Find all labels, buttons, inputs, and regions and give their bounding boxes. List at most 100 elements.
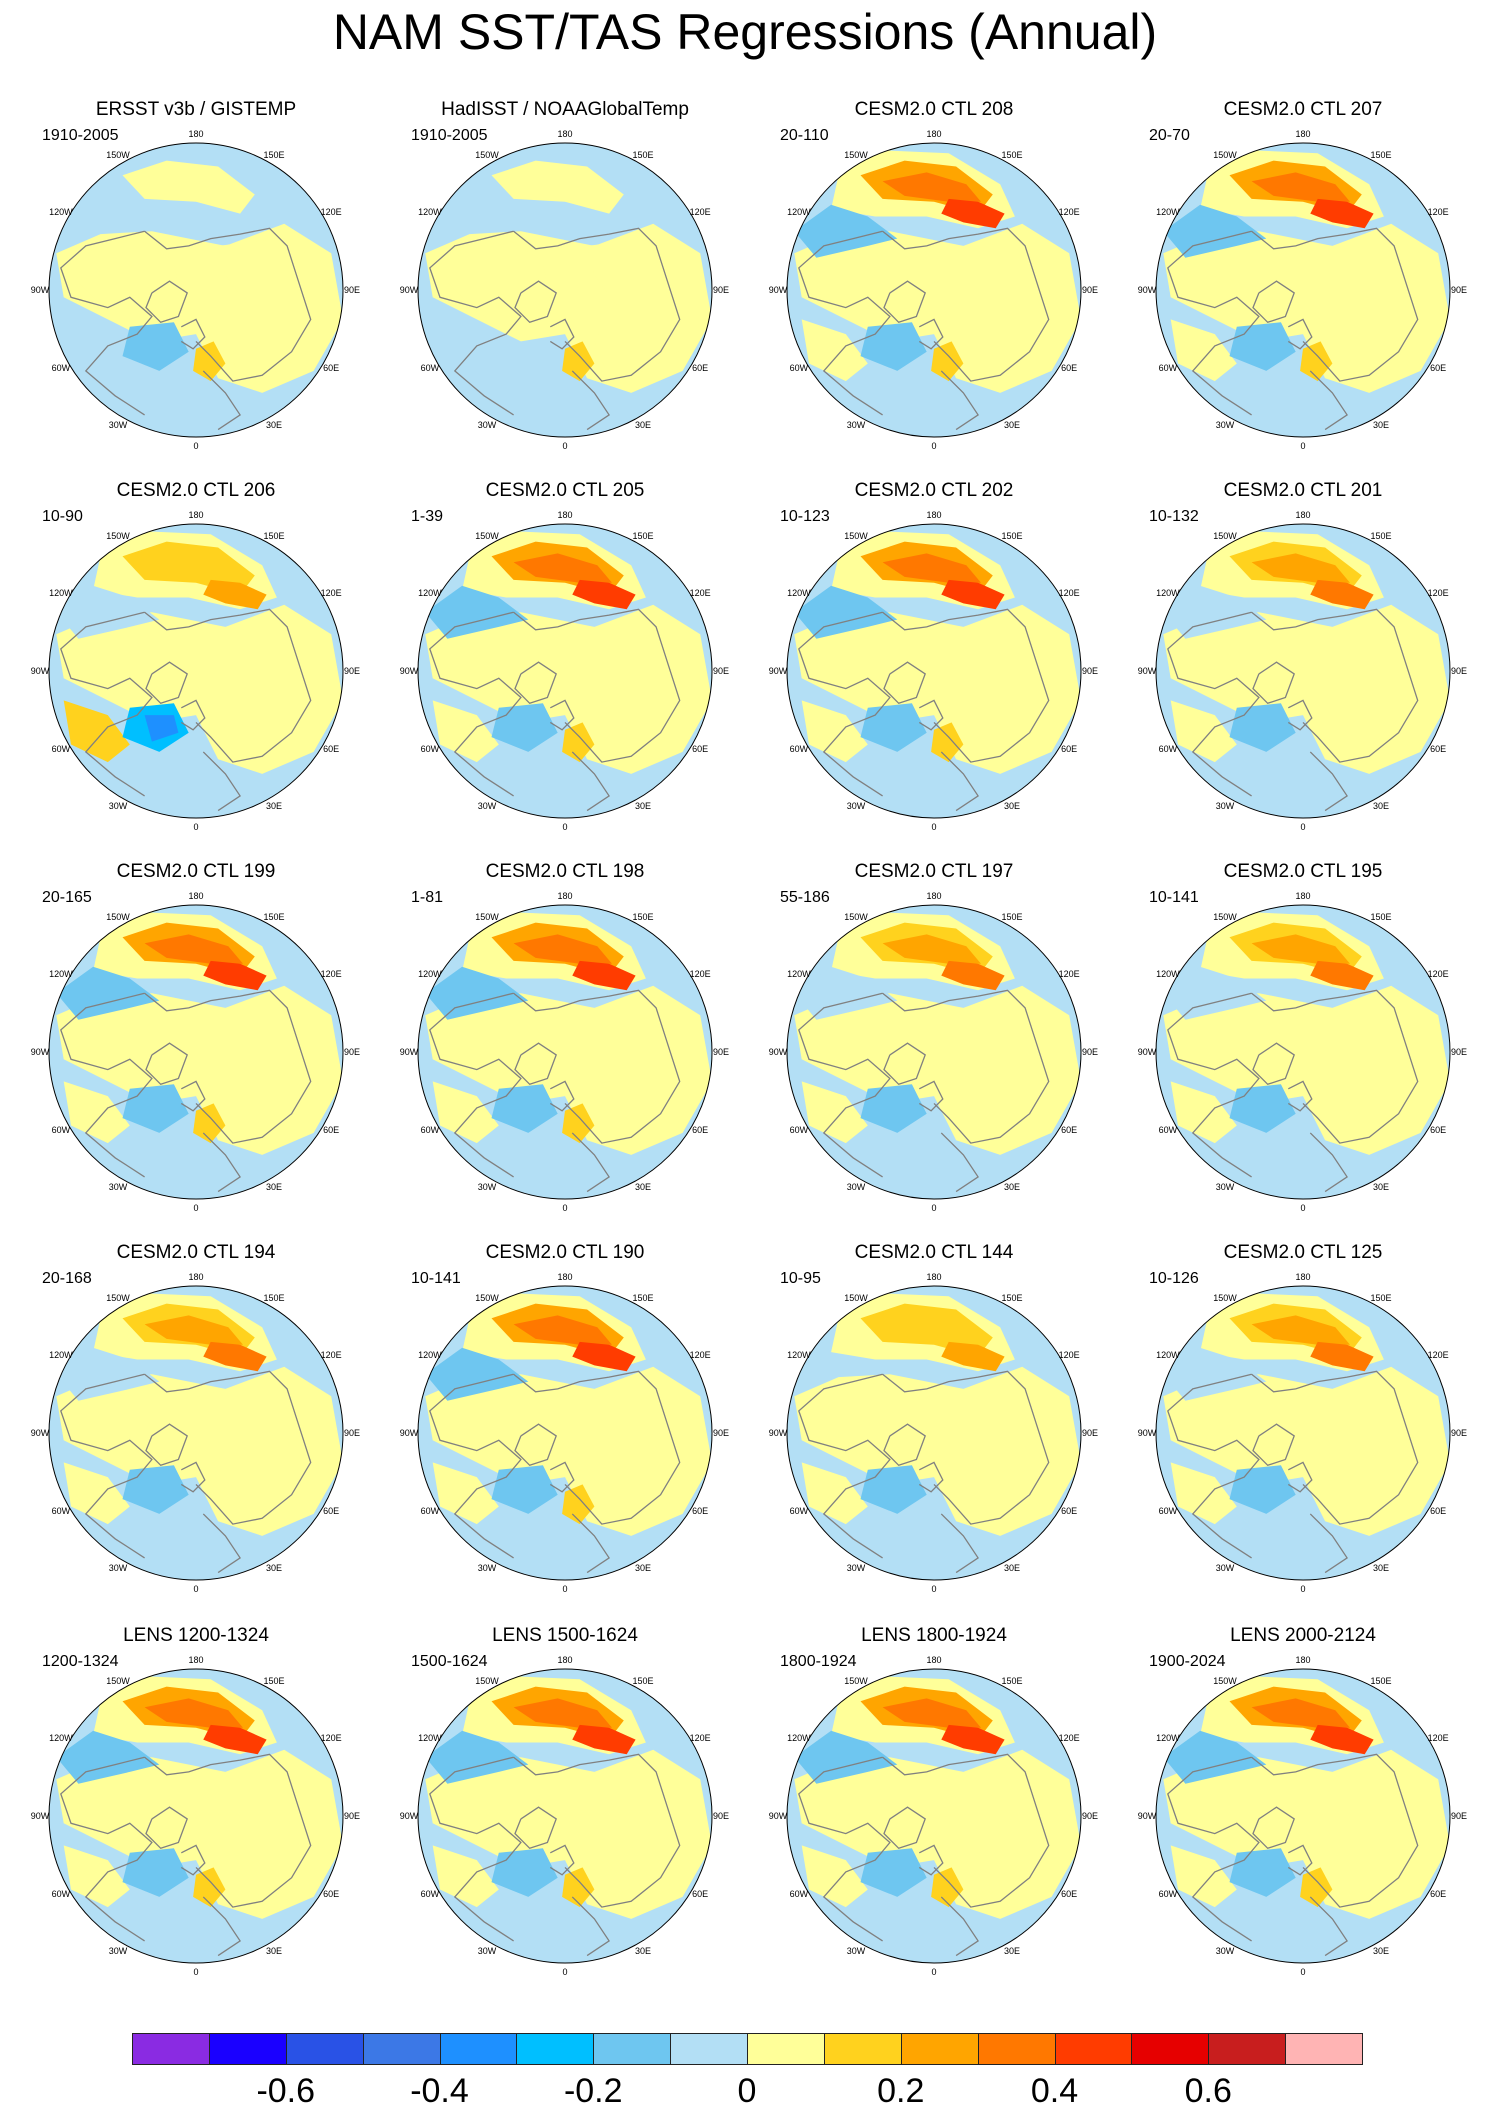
panel-title: LENS 1200-1324 <box>123 1625 269 1646</box>
longitude-label: 60E <box>323 1506 339 1516</box>
land-region <box>425 1749 712 1919</box>
anomaly-contour <box>801 1462 868 1525</box>
longitude-label: 120E <box>321 969 342 979</box>
land-region <box>794 223 1081 393</box>
coastline <box>883 661 926 705</box>
longitude-label: 30W <box>109 420 128 430</box>
longitude-label: 30E <box>1004 420 1020 430</box>
polar-map: 180 150E 120E 90E 60E 30E 0 30W 60W 90W 120W 150W <box>31 129 360 451</box>
longitude-label: 30E <box>635 801 651 811</box>
longitude-label: 60W <box>421 363 440 373</box>
anomaly-contour <box>941 579 1005 610</box>
map-border <box>1155 142 1451 438</box>
anomaly-contour <box>1310 1724 1374 1755</box>
longitude-label: 30E <box>1004 1563 1020 1573</box>
anomaly-contour <box>193 1867 226 1908</box>
anomaly-contour <box>56 1730 160 1784</box>
land-region <box>794 1749 1081 1919</box>
anomaly-contour <box>1251 172 1350 202</box>
anomaly-contour <box>801 700 868 763</box>
longitude-label: 30W <box>847 1182 866 1192</box>
longitude-label: 90W <box>31 1047 50 1057</box>
longitude-label: 150W <box>106 1676 130 1686</box>
panel-title: CESM2.0 CTL 199 <box>116 861 276 882</box>
longitude-label: 30W <box>1216 420 1235 430</box>
land-region <box>1163 223 1450 393</box>
coastline <box>145 280 188 324</box>
coastline <box>1309 1896 1349 1957</box>
polar-map: 180 150E 120E 90E 60E 30E 0 30W 60W 90W 120W 150W <box>31 1655 360 1977</box>
anomaly-contour <box>56 1347 160 1401</box>
longitude-label: 30W <box>109 1563 128 1573</box>
anomaly-contour <box>1300 1867 1333 1908</box>
longitude-label: 30E <box>635 1182 651 1192</box>
coastline <box>180 1461 206 1493</box>
coastline <box>513 989 681 1144</box>
map-panel: CESM2.0 CTL 199 20-165 180 150E 120E 90E 60E 30… <box>10 860 382 1244</box>
anomaly-contour <box>63 1081 130 1144</box>
land-region <box>794 1366 1081 1536</box>
map-border <box>417 1285 713 1581</box>
coastline <box>918 1461 944 1493</box>
coastline <box>549 1844 575 1876</box>
map-border <box>786 904 1082 1200</box>
anomaly-contour <box>1310 1341 1374 1372</box>
anomaly-contour <box>1163 1730 1267 1784</box>
anomaly-contour <box>941 960 1005 991</box>
map-border <box>48 1285 344 1581</box>
colorbar-box <box>823 2033 902 2065</box>
coastline <box>145 1042 188 1086</box>
longitude-label: 0 <box>193 1584 198 1594</box>
longitude-label: 60E <box>1430 744 1446 754</box>
coastline <box>145 661 188 705</box>
panel-title: CESM2.0 CTL 205 <box>485 480 645 501</box>
coastline <box>513 1753 681 1908</box>
coastline <box>429 611 522 797</box>
longitude-label: 30W <box>109 801 128 811</box>
anomaly-contour <box>425 585 529 639</box>
panel-years: 1900-2024 <box>1149 1653 1226 1670</box>
longitude-label: 0 <box>931 1203 936 1213</box>
anomaly-contour <box>122 160 255 214</box>
longitude-label: 30E <box>266 1182 282 1192</box>
panel-title: CESM2.0 CTL 195 <box>1223 861 1383 882</box>
panel-title: CESM2.0 CTL 197 <box>854 861 1014 882</box>
anomaly-contour <box>144 934 243 964</box>
anomaly-contour <box>56 585 160 639</box>
panel-years: 20-168 <box>42 1270 92 1287</box>
map-panel: CESM2.0 CTL 197 55-186 180 150E 120E 90E 60E 30… <box>748 860 1120 1244</box>
longitude-label: 180 <box>557 129 572 139</box>
anomaly-contour <box>1170 1845 1237 1908</box>
longitude-label: 60E <box>1061 744 1077 754</box>
longitude-label: 90W <box>400 285 419 295</box>
coastline <box>202 1896 242 1957</box>
anomaly-contour <box>1170 319 1237 382</box>
longitude-label: 90W <box>769 1428 788 1438</box>
anomaly-contour <box>1229 322 1296 371</box>
anomaly-contour <box>122 1084 189 1133</box>
longitude-label: 30W <box>847 420 866 430</box>
longitude-label: 120E <box>321 207 342 217</box>
polar-map: 180 150E 120E 90E 60E 30E 0 30W 60W 90W 120W 150W <box>1138 891 1467 1213</box>
coastline <box>1287 1461 1313 1493</box>
coastline <box>180 699 206 731</box>
longitude-label: 180 <box>1295 510 1310 520</box>
map-panel: CESM2.0 CTL 144 10-95 180 150E 120E 90E 60E 30E… <box>748 1241 1120 1625</box>
panel-title: LENS 2000-2124 <box>1230 1625 1376 1646</box>
anomaly-contour <box>144 1698 243 1728</box>
longitude-label: 150E <box>1001 531 1022 541</box>
longitude-label: 60E <box>692 1889 708 1899</box>
colorbar-box <box>132 2033 210 2065</box>
longitude-label: 0 <box>931 1967 936 1977</box>
land-region <box>794 604 1081 774</box>
map-panel: CESM2.0 CTL 208 20-110 180 150E 120E 90E 60E 30… <box>748 98 1120 482</box>
coastline <box>60 1373 153 1559</box>
longitude-label: 90E <box>713 1811 729 1821</box>
anomaly-contour <box>63 1462 130 1525</box>
longitude-label: 180 <box>1295 129 1310 139</box>
anomaly-contour <box>562 1484 595 1525</box>
coastline <box>180 1080 206 1112</box>
longitude-label: 120W <box>418 207 442 217</box>
longitude-label: 60E <box>1430 1889 1446 1899</box>
coastline <box>60 1756 153 1942</box>
